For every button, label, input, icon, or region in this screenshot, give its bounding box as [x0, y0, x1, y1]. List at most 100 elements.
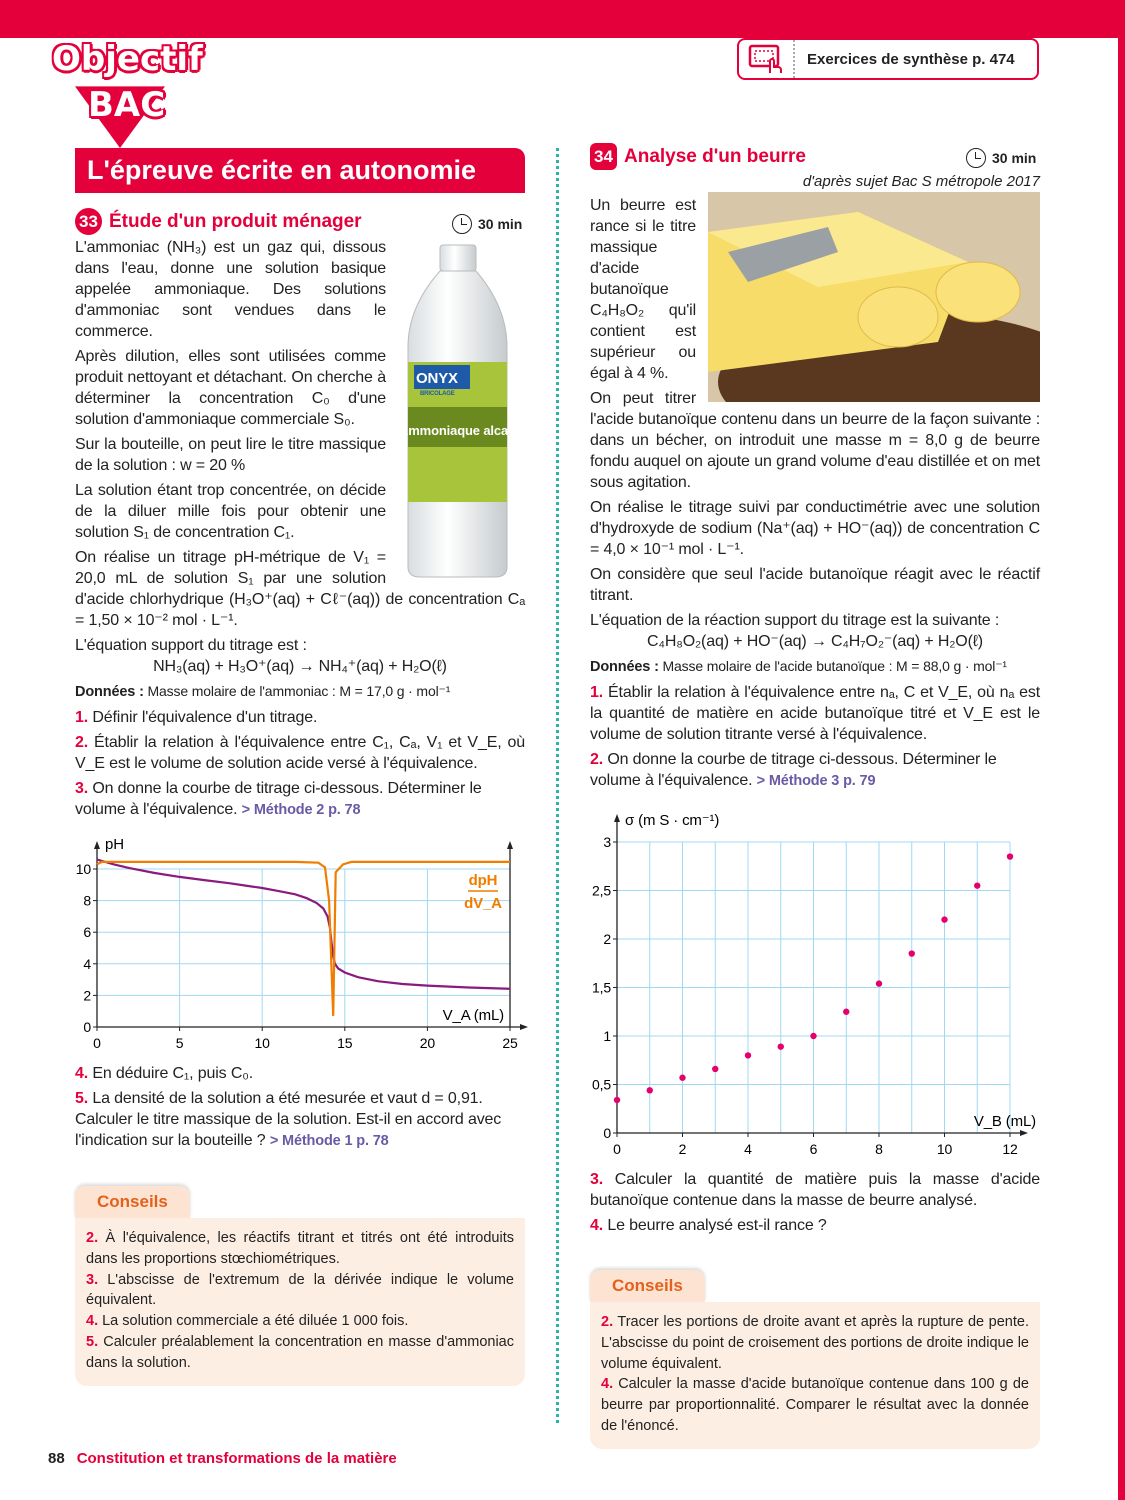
paragraph: L'équation de la réaction support du tit…	[590, 612, 1000, 629]
paragraph: Sur la bouteille, on peut lire le titre …	[75, 436, 386, 474]
question-text: On donne la courbe de titrage ci-dessous…	[75, 780, 482, 818]
bottle-sub-brand: BRICOLAGE	[420, 391, 455, 397]
equation: C₄H₈O₂(aq) + HO⁻(aq) → C₄H₇O₂⁻(aq) + H₂O…	[647, 633, 983, 650]
conductivity-titration-chart: 0 2 4 6 8 10 12 0 0,5 1 1,5 2 2,5 3 σ (m S · cm⁻¹) V_B …	[592, 812, 1036, 1157]
question-number: 2.	[590, 751, 604, 768]
y-axis-arrow	[94, 841, 100, 849]
butter-photo	[708, 192, 1040, 402]
conseils-box-34: 2. Tracer les portions de droite avant e…	[590, 1302, 1040, 1449]
paragraph: L'ammoniac (NH₃) est un gaz qui, dissous…	[75, 239, 386, 340]
donnees-label: Données :	[590, 659, 659, 675]
clock-icon	[966, 148, 986, 168]
page-footer: 88 Constitution et transformations de la …	[48, 1450, 397, 1467]
conseils-tab: Conseils	[75, 1186, 190, 1218]
x-axis-arrow	[520, 1024, 528, 1030]
conseil-item: 3. L'abscisse de l'extremum de la dérivé…	[86, 1270, 514, 1312]
x-axis-label: V_A (mL)	[443, 1007, 504, 1024]
data-point	[941, 916, 948, 923]
exercices-synthese-link[interactable]: Exercices de synthèse p. 474	[737, 38, 1039, 80]
y-tick-label: 4	[83, 956, 91, 972]
timer-label: 30 min	[992, 150, 1037, 166]
logo-line-1: Objectif	[52, 39, 203, 79]
y-axis-label: pH	[105, 836, 124, 853]
conseil-text: Tracer les portions de droite avant et a…	[601, 1314, 1029, 1372]
question-number: 1.	[590, 684, 604, 701]
y-tick-label: 6	[83, 924, 91, 940]
y-tick-label: 10	[76, 861, 92, 877]
data-point	[646, 1087, 653, 1094]
methode-link[interactable]: > Méthode 3 p. 79	[756, 773, 876, 789]
y-tick-label: 2	[83, 987, 91, 1003]
exercise-number: 34	[590, 143, 617, 170]
y-tick-label: 8	[83, 893, 91, 909]
ph-curve	[96, 858, 511, 990]
conseil-text: La solution commerciale a été diluée 1 0…	[98, 1313, 409, 1330]
question-number: 4.	[75, 1065, 89, 1082]
synthese-label: Exercices de synthèse p. 474	[807, 50, 1015, 68]
question-text: Calculer la quantité de matière puis la …	[590, 1171, 1040, 1209]
x-tick-label: 0	[93, 1035, 101, 1051]
x-axis-label: V_B (mL)	[974, 1113, 1036, 1130]
right-edge-bar	[1118, 0, 1125, 1500]
ph-titration-chart: 0 5 10 15 20 25 0 2 4 6 8 10 pH V_A (mL) dpH dV_A	[76, 836, 528, 1051]
data-point	[613, 1096, 621, 1104]
data-point	[908, 950, 915, 957]
x-tick-label: 5	[176, 1035, 184, 1051]
touch-screen-icon	[739, 40, 795, 78]
x-axis-arrow	[1020, 1130, 1028, 1136]
question-number: 2.	[75, 734, 89, 751]
right-axis-arrow	[507, 841, 513, 849]
methode-link[interactable]: > Méthode 2 p. 78	[241, 802, 361, 818]
x-tick-label: 0	[613, 1141, 621, 1157]
timer-label: 30 min	[478, 216, 523, 232]
paragraph: On réalise un titrage pH-métrique de V₁ …	[75, 549, 525, 629]
question-text: Établir la relation à l'équivalence entr…	[75, 734, 525, 772]
data-point	[810, 1032, 817, 1040]
y-tick-label: 0	[603, 1125, 611, 1141]
paragraph: L'équation support du titrage est :	[75, 637, 307, 654]
x-tick-label: 2	[679, 1141, 687, 1157]
donnees-text: Masse molaire de l'ammoniac : M = 17,0 g…	[143, 683, 451, 699]
conseil-item: 2. À l'équivalence, les réactifs titrant…	[86, 1228, 514, 1270]
paragraph: On peut titrer l'acide butanoïque conten…	[590, 390, 1040, 491]
y-tick-label: 1	[603, 1028, 611, 1044]
conseils-section-33: Conseils 2. À l'équivalence, les réactif…	[75, 1186, 525, 1386]
conseil-item: 4. La solution commerciale a été diluée …	[86, 1311, 514, 1332]
column-divider	[556, 148, 559, 1423]
question-1: 1. Définir l'équivalence d'un titrage.	[75, 707, 525, 728]
question-3: 3. Calculer la quantité de matière puis …	[590, 1169, 1040, 1211]
data-point	[843, 1008, 850, 1015]
data-point	[744, 1052, 752, 1059]
source-note: d'après sujet Bac S métropole 2017	[802, 173, 1040, 190]
derivative-label-den: dV_A	[464, 895, 502, 912]
question-number: 1.	[75, 709, 89, 726]
x-tick-label: 6	[810, 1141, 818, 1157]
x-tick-label: 20	[420, 1035, 436, 1051]
y-tick-label: 2,5	[592, 883, 611, 899]
data-point	[679, 1074, 686, 1081]
y-tick-label: 1,5	[592, 980, 611, 996]
conseil-text: Calculer préalablement la concentration …	[86, 1333, 514, 1371]
exercise-34-timer: 30 min	[966, 148, 1036, 168]
exercise-34-column: Un beurre est rance si le titre massique…	[590, 192, 1040, 1449]
ammonia-bottle-image: ONYX BRICOLAGE Ammoniaque alcali	[399, 237, 515, 582]
x-tick-label: 25	[502, 1035, 518, 1051]
donnees: Données : Masse molaire de l'ammoniac : …	[75, 681, 525, 703]
conseil-text: À l'équivalence, les réactifs titrant et…	[86, 1230, 514, 1267]
data-point	[1006, 853, 1014, 860]
exercise-title-text: Étude d'un produit ménager	[109, 210, 362, 232]
y-axis-label: σ (m S · cm⁻¹)	[625, 812, 719, 829]
exercise-number: 33	[75, 208, 102, 235]
methode-link[interactable]: > Méthode 1 p. 78	[269, 1133, 389, 1149]
question-number: 4.	[590, 1217, 604, 1234]
clock-icon	[452, 214, 472, 234]
x-tick-label: 8	[875, 1141, 883, 1157]
data-point	[777, 1043, 784, 1050]
conseil-text: Calculer la masse d'acide butanoïque con…	[601, 1376, 1029, 1434]
paragraph: On considère que seul l'acide butanoïque…	[590, 566, 1040, 604]
derivative-curve	[96, 860, 510, 1016]
equation: NH₃(aq) + H₃O⁺(aq) → NH₄⁺(aq) + H₂O(ℓ)	[153, 658, 447, 675]
y-tick-label: 0	[83, 1019, 91, 1035]
conseil-number: 4.	[86, 1313, 99, 1330]
question-4: 4. Le beurre analysé est-il rance ?	[590, 1215, 1040, 1236]
